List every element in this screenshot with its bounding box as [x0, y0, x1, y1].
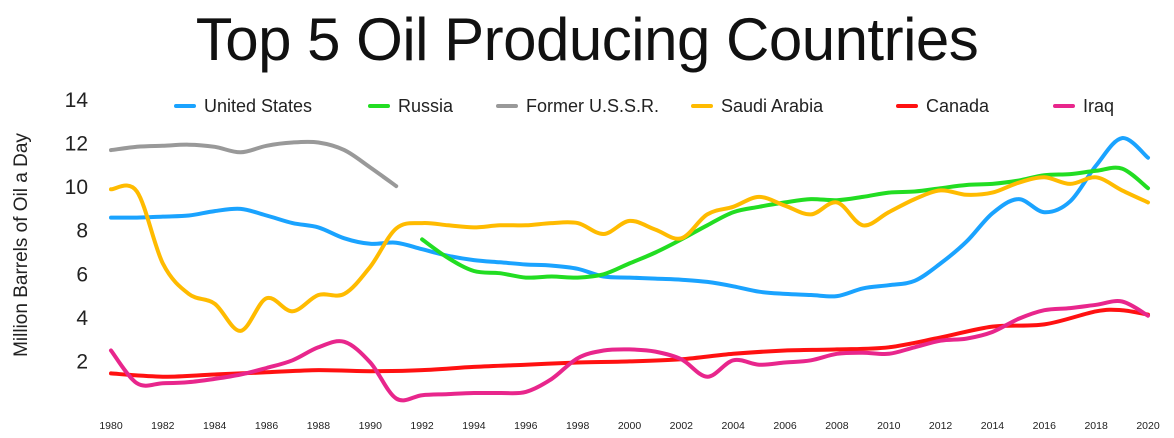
y-tick-label: 6 — [76, 263, 88, 286]
x-tick-label: 2004 — [722, 420, 746, 432]
legend-label-united-states: United States — [204, 96, 312, 116]
y-tick-label: 2 — [76, 350, 88, 373]
series-line-former-u-s-s-r — [109, 139, 399, 189]
series-line-iraq — [109, 299, 1150, 403]
x-tick-label: 1998 — [566, 420, 590, 432]
y-tick-label: 8 — [76, 220, 88, 243]
x-tick-label: 2016 — [1033, 420, 1057, 432]
x-tick-label: 2018 — [1084, 420, 1108, 432]
legend-label-iraq: Iraq — [1083, 96, 1114, 116]
x-tick-label: 2010 — [877, 420, 901, 432]
x-tick-label: 2006 — [773, 420, 797, 432]
x-tick-label: 2012 — [929, 420, 953, 432]
x-tick-label: 1990 — [359, 420, 383, 432]
series-line-united-states — [109, 136, 1150, 299]
y-tick-label: 10 — [65, 176, 88, 199]
x-tick-label: 2000 — [618, 420, 642, 432]
y-tick-labels: 2 4 6 8 10 12 14 — [65, 89, 89, 373]
legend-label-canada: Canada — [926, 96, 990, 116]
legend-label-former-u-s-s-r: Former U.S.S.R. — [526, 96, 659, 116]
x-tick-label: 2020 — [1136, 420, 1160, 432]
series-line-saudi-arabia — [109, 175, 1150, 333]
legend-label-russia: Russia — [398, 96, 454, 116]
x-tick-label: 1994 — [462, 420, 486, 432]
x-tick-label: 1980 — [99, 420, 123, 432]
x-tick-label: 1986 — [255, 420, 279, 432]
x-tick-labels: 1980 1982 1984 1986 1988 1990 1992 1994 1996 1998… — [99, 420, 1160, 432]
y-tick-label: 4 — [76, 307, 88, 330]
x-tick-label: 2002 — [670, 420, 694, 432]
series-layer — [109, 136, 1150, 403]
x-tick-label: 1996 — [514, 420, 538, 432]
y-tick-label: 12 — [65, 133, 88, 156]
x-tick-label: 2014 — [981, 420, 1005, 432]
x-tick-label: 2008 — [825, 420, 849, 432]
x-tick-label: 1982 — [151, 420, 175, 432]
x-tick-label: 1988 — [307, 420, 331, 432]
series-line-russia — [420, 165, 1150, 280]
series-line-canada — [109, 307, 1150, 379]
x-tick-label: 1984 — [203, 420, 227, 432]
legend: United States Russia Former U.S.S.R. Saudi … — [174, 96, 1114, 116]
legend-label-saudi-arabia: Saudi Arabia — [721, 96, 824, 116]
x-tick-label: 1992 — [410, 420, 434, 432]
chart-title: Top 5 Oil Producing Countries — [195, 6, 979, 73]
y-tick-label: 14 — [65, 89, 89, 112]
